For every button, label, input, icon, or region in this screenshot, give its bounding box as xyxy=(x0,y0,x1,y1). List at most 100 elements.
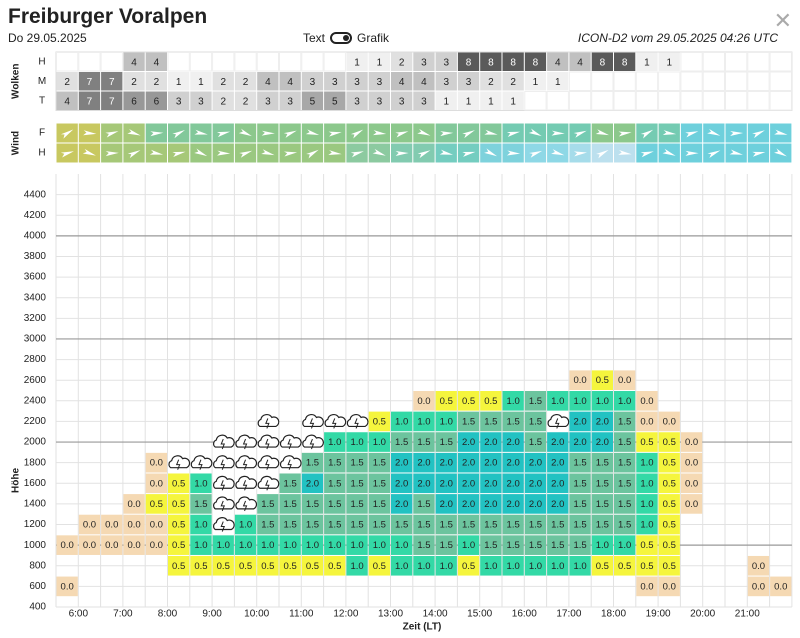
heat-cell-value: 2.0 xyxy=(395,478,408,489)
x-tick-label: 11:00 xyxy=(289,609,314,620)
cloud-cell-empty xyxy=(301,52,324,72)
y-tick-label: 4200 xyxy=(24,210,47,221)
cloud-cell-value: 2 xyxy=(399,57,405,68)
cloud-lightning-icon xyxy=(213,517,235,531)
cloud-lightning-icon xyxy=(302,414,324,428)
cloud-cell xyxy=(301,91,324,110)
heat-cell xyxy=(301,494,324,514)
cloud-cell-empty xyxy=(702,91,726,111)
heat-cell-value: 1.5 xyxy=(373,520,386,531)
heat-cell xyxy=(78,535,101,555)
cloud-cell xyxy=(502,72,524,91)
heat-cell-value: 2.0 xyxy=(484,499,497,510)
lightning-bolt xyxy=(555,418,560,429)
toggle-switch[interactable] xyxy=(330,32,353,44)
heat-cell xyxy=(591,473,613,494)
heat-cell xyxy=(658,576,680,597)
heat-cell xyxy=(547,535,569,555)
heat-cell xyxy=(435,452,457,473)
heat-cell xyxy=(502,391,524,411)
heat-cell xyxy=(123,535,145,555)
y-tick-label: 600 xyxy=(29,581,46,592)
heat-cell xyxy=(658,452,680,473)
heat-cell-value: 0.5 xyxy=(172,499,185,510)
heat-cell-value: 0.0 xyxy=(640,581,653,592)
wind-arrow-icon xyxy=(217,150,231,156)
wind-arrow-icon xyxy=(506,131,521,137)
cloud-cell-value: 2 xyxy=(131,77,137,88)
heat-cell-value: 1.5 xyxy=(529,520,542,531)
heat-cell xyxy=(502,555,524,576)
heat-cell-value: 0.0 xyxy=(774,581,787,592)
heat-cell xyxy=(480,514,502,535)
cloud-cell-empty xyxy=(747,52,770,72)
heat-cell-value: 0.0 xyxy=(150,458,163,469)
heat-cell xyxy=(145,452,167,473)
view-toggle[interactable]: Text Grafik xyxy=(303,31,389,45)
heat-cell-value: 2.0 xyxy=(484,458,497,469)
wind-arrow-icon xyxy=(774,129,788,135)
cloud-cell-empty xyxy=(635,71,659,91)
cloud-cell xyxy=(480,72,502,91)
heat-cell-value: 0.5 xyxy=(440,396,453,407)
cloud-cell-value: 3 xyxy=(421,57,427,68)
cloud-cell xyxy=(145,72,167,91)
cloud-cell-empty xyxy=(725,71,748,91)
wind-arrow-icon xyxy=(60,151,74,158)
heat-cell-value: 0.5 xyxy=(663,458,676,469)
heat-cell xyxy=(391,555,413,576)
heat-cell xyxy=(413,514,435,535)
cloud-cell-value: 2 xyxy=(154,77,160,88)
heat-cell xyxy=(524,514,547,535)
heat-cell-value: 1.0 xyxy=(640,458,653,469)
heat-cell xyxy=(257,535,279,555)
heat-cell xyxy=(413,535,435,555)
wind-arrow-icon xyxy=(640,151,654,158)
heat-cell xyxy=(168,514,190,535)
wind-row-label: H xyxy=(38,148,45,159)
cloud-cell-value: 1 xyxy=(466,96,472,107)
heat-cell-value: 0.5 xyxy=(618,561,631,572)
heat-cell-value: 0.0 xyxy=(663,416,676,427)
heat-cell xyxy=(346,514,368,535)
cloud-cell xyxy=(480,91,502,110)
lightning-bolt xyxy=(220,521,225,532)
heat-cell-value: 1.5 xyxy=(529,416,542,427)
lightning-bolt xyxy=(265,418,270,429)
y-tick-label: 3600 xyxy=(24,272,47,283)
cloud-cell-value: 4 xyxy=(64,96,70,107)
close-icon[interactable]: ✕ xyxy=(773,8,792,33)
heat-cell-value: 1.5 xyxy=(507,416,520,427)
heat-cell xyxy=(190,555,212,576)
heat-cell-value: 1.5 xyxy=(395,437,408,448)
cloud-cell-empty xyxy=(212,52,235,72)
cloud-cell-value: 6 xyxy=(154,96,160,107)
y-tick-label: 3800 xyxy=(24,251,47,262)
heat-cell xyxy=(279,535,301,555)
heat-cell xyxy=(324,432,346,452)
heat-cell-value: 2.0 xyxy=(507,478,520,489)
cloud-lightning-icon xyxy=(279,434,302,448)
cloud-cell xyxy=(502,52,524,71)
cloud-cell-empty xyxy=(234,52,257,72)
heat-cell-value: 2.0 xyxy=(529,499,542,510)
heat-cell xyxy=(413,473,435,494)
heat-cell-value: 1.5 xyxy=(328,458,341,469)
cloud-lightning-icon xyxy=(235,475,258,489)
x-axis-label: Zeit (LT) xyxy=(403,622,442,633)
heat-cell-value: 1.5 xyxy=(306,499,319,510)
heat-cell xyxy=(257,494,279,514)
wind-arrow-icon xyxy=(439,149,454,155)
cloud-cell-value: 1 xyxy=(443,96,449,107)
page-title: Freiburger Voralpen xyxy=(8,5,208,28)
heat-cell-value: 0.0 xyxy=(618,375,631,386)
heat-cell-value: 1.0 xyxy=(306,540,319,551)
cloud-cell-value: 4 xyxy=(154,57,160,68)
heat-cell xyxy=(257,555,279,576)
heat-cell-value: 1.5 xyxy=(484,540,497,551)
y-tick-label: 2400 xyxy=(24,395,47,406)
cloud-cell-empty xyxy=(680,52,703,72)
heat-cell-value: 1.5 xyxy=(306,520,319,531)
wind-arrow-icon xyxy=(127,128,141,136)
heat-cell-value: 1.0 xyxy=(194,520,207,531)
